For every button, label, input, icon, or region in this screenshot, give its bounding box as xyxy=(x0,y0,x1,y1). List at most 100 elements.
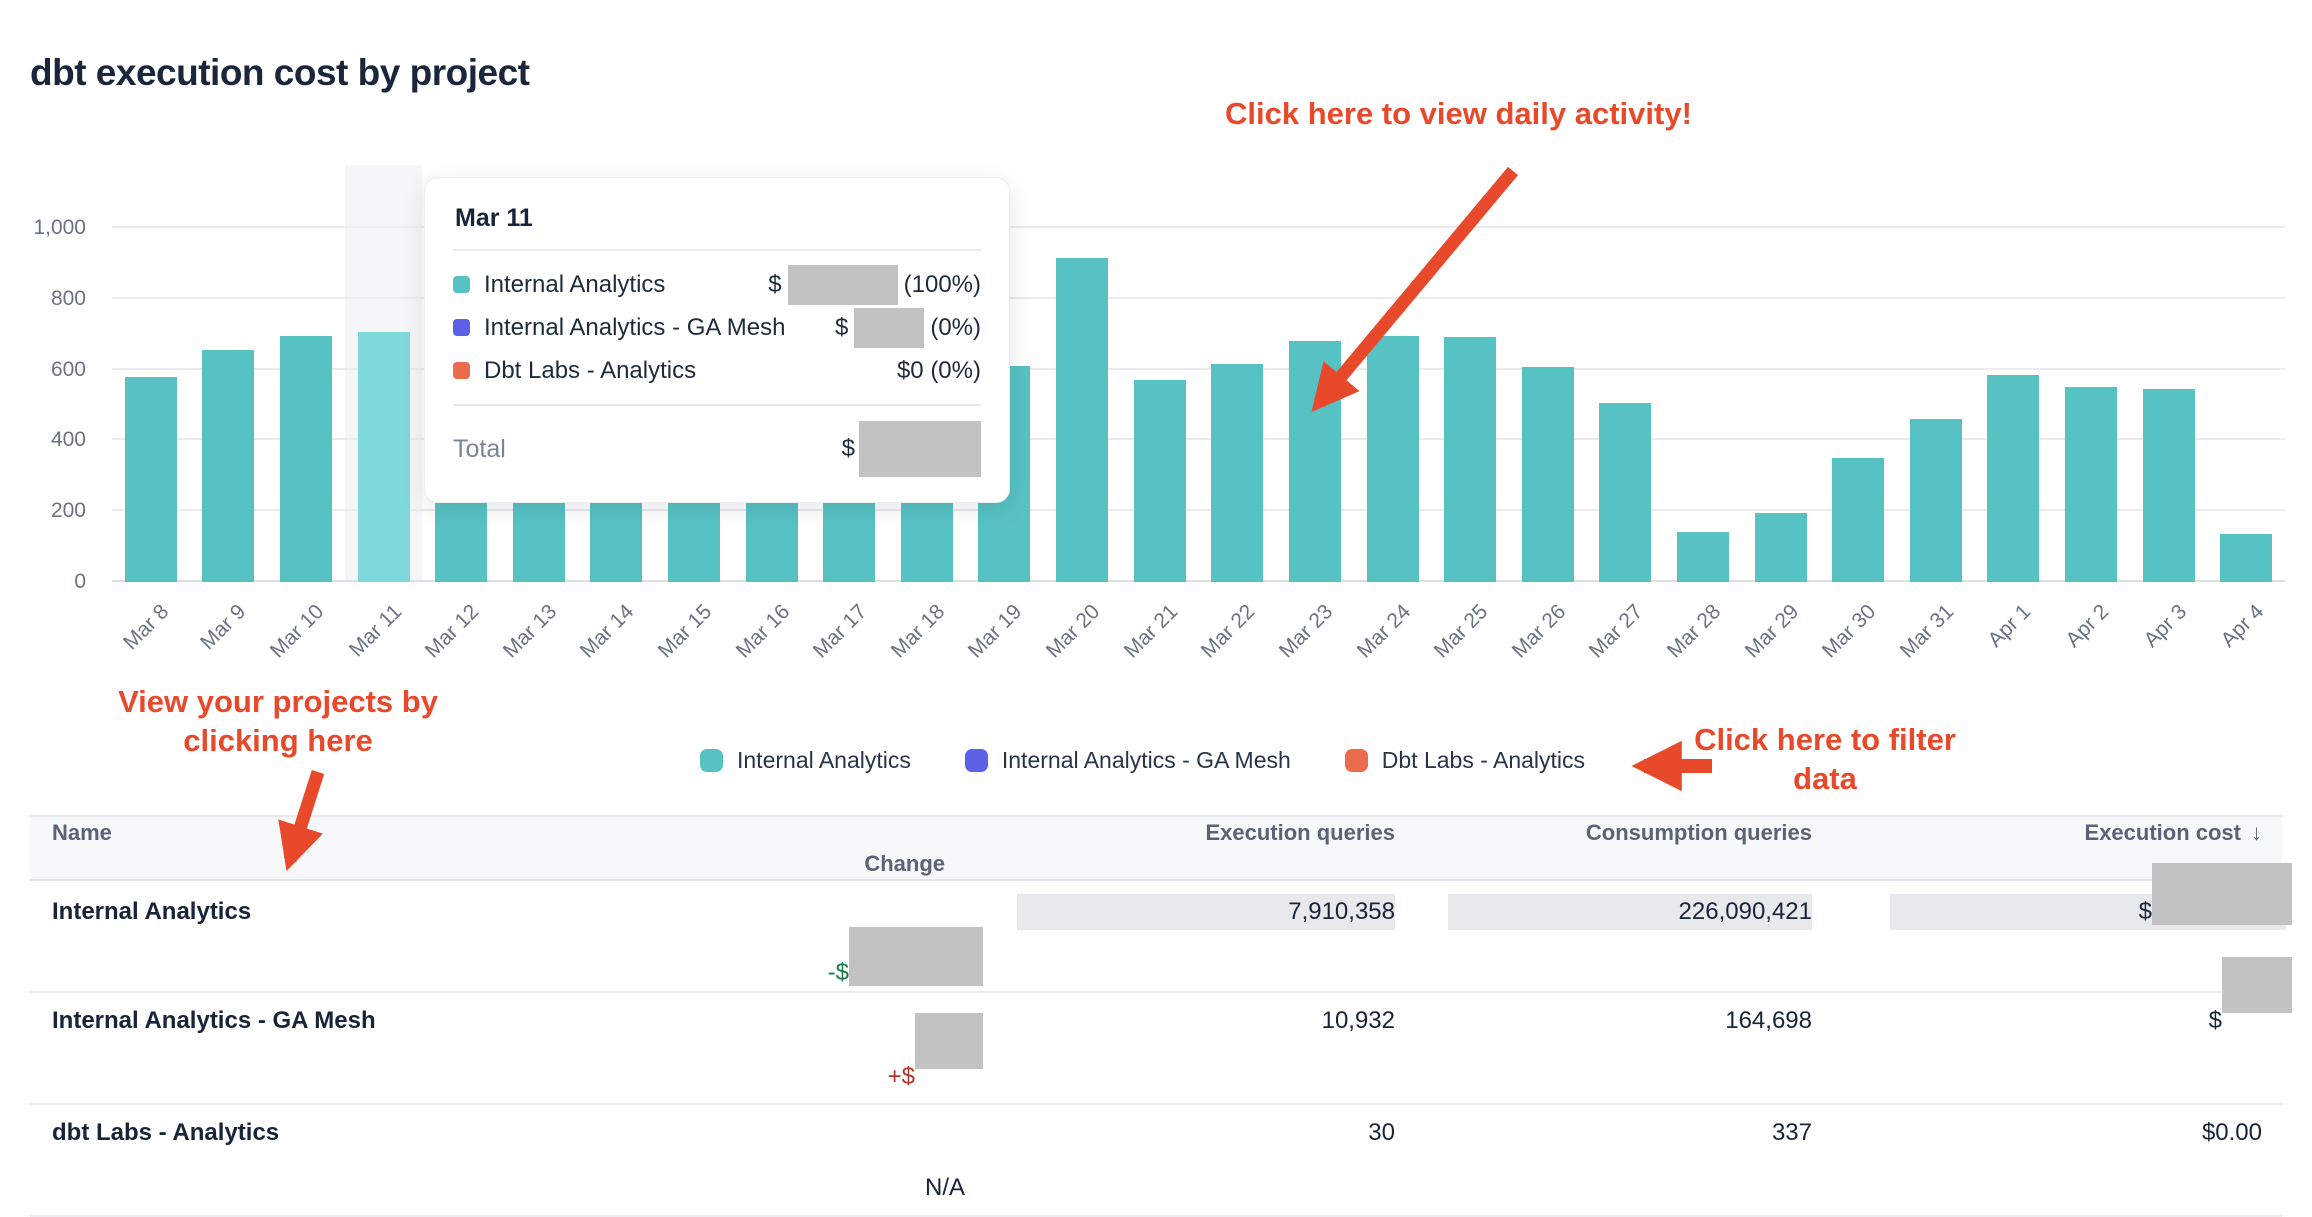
bar-mar-27[interactable] xyxy=(1599,403,1652,582)
consumption-queries-cell: 164,698 xyxy=(1725,1007,1812,1034)
table-row[interactable]: Internal Analytics - GA Mesh 10,932 164,… xyxy=(30,957,2292,1105)
bar-mar-29[interactable] xyxy=(1754,512,1807,582)
legend-label: Internal Analytics xyxy=(737,747,911,773)
execution-queries-cell: 7,910,358 xyxy=(965,881,1395,943)
legend-item-internal-analytics[interactable]: Internal Analytics xyxy=(700,747,911,774)
tooltip-series-name: Internal Analytics xyxy=(484,270,666,298)
execution-cost-cell: $ xyxy=(1812,863,2292,943)
execution-cost-cell: $ xyxy=(1812,957,2292,1049)
bar-mar-26[interactable] xyxy=(1521,367,1574,582)
bar-mar-20[interactable] xyxy=(1056,258,1109,582)
legend-swatch-orange-icon xyxy=(1344,749,1368,772)
legend-swatch-teal-icon xyxy=(700,749,723,772)
tooltip-total-prefix: $ xyxy=(841,435,855,462)
chart-y-axis: 1,000 800 600 400 200 0 xyxy=(0,165,98,593)
bar-mar-8[interactable] xyxy=(124,376,177,582)
sort-descending-icon: ↓ xyxy=(2251,819,2262,845)
series-swatch-orange-icon xyxy=(453,362,470,379)
bar-mar-11[interactable] xyxy=(357,332,410,582)
legend-label: Dbt Labs - Analytics xyxy=(1381,747,1586,773)
series-swatch-teal-icon xyxy=(453,276,470,293)
page-title: dbt execution cost by project xyxy=(30,52,530,93)
tooltip-value-suffix: (100%) xyxy=(903,270,981,298)
tooltip-value: $0 (0%) xyxy=(896,356,981,384)
change-prefix: -$ xyxy=(827,958,849,986)
bar-apr-4[interactable] xyxy=(2220,534,2273,582)
annotation-line: View your projects by xyxy=(118,684,438,719)
chart-plot xyxy=(112,165,2285,582)
project-name-cell[interactable]: dbt Labs - Analytics xyxy=(52,1118,280,1146)
y-axis-tick-label: 800 xyxy=(50,286,86,310)
table-row[interactable]: Internal Analytics 7,910,358 226,090,421… xyxy=(30,863,2292,993)
column-header-change[interactable]: Change xyxy=(864,850,945,876)
table-row[interactable]: dbt Labs - Analytics 30 337 $0.00 N/A xyxy=(30,1105,2282,1217)
change-cell: +$ xyxy=(30,1013,983,1105)
tooltip-row: Internal Analytics $ (100%) xyxy=(453,263,981,306)
consumption-queries-cell: 337 xyxy=(1771,1118,1812,1146)
chart-legend: Internal Analytics Internal Analytics - … xyxy=(700,747,1585,774)
redacted-value xyxy=(787,264,898,305)
project-name-cell[interactable]: Internal Analytics - GA Mesh xyxy=(52,1007,376,1034)
y-axis-tick-label: 600 xyxy=(50,357,86,381)
tooltip-series-name: Dbt Labs - Analytics xyxy=(484,356,697,384)
execution-queries-cell: 30 xyxy=(1368,1118,1395,1146)
y-axis-tick-label: 1,000 xyxy=(33,216,86,239)
y-axis-tick-label: 0 xyxy=(74,570,86,593)
redacted-value xyxy=(849,927,983,986)
gridline xyxy=(112,296,2285,299)
bar-mar-28[interactable] xyxy=(1676,532,1729,582)
bar-mar-10[interactable] xyxy=(280,335,333,582)
gridline xyxy=(112,438,2285,441)
execution-cost-cell: $0.00 xyxy=(2201,1118,2262,1146)
column-header-execution-cost[interactable]: Execution cost ↓ xyxy=(2084,819,2262,845)
redacted-value xyxy=(915,1013,983,1069)
redacted-total-value xyxy=(859,421,981,477)
column-header-execution-queries[interactable]: Execution queries xyxy=(1205,819,1395,845)
chart-tooltip: Mar 11 Internal Analytics $ (100%) Intern… xyxy=(424,177,1010,503)
cell-highlight xyxy=(1017,894,1395,930)
legend-swatch-purple-icon xyxy=(964,749,988,772)
tooltip-value-prefix: $ xyxy=(834,313,849,341)
bar-mar-24[interactable] xyxy=(1366,335,1419,582)
bar-mar-31[interactable] xyxy=(1909,419,1962,582)
project-name-cell[interactable]: Internal Analytics xyxy=(52,898,252,925)
change-cell: -$ xyxy=(30,927,983,1002)
annotation-line: data xyxy=(1793,761,1857,796)
y-axis-tick-label: 400 xyxy=(50,428,86,452)
projects-table: Name Execution queries Consumption queri… xyxy=(30,815,2292,1217)
consumption-queries-cell: 226,090,421 xyxy=(1395,881,1812,943)
legend-label: Internal Analytics - GA Mesh xyxy=(1001,747,1291,773)
bar-mar-22[interactable] xyxy=(1211,364,1264,582)
execution-queries-cell: 10,932 xyxy=(1321,1007,1395,1034)
legend-item-dbt-labs-analytics[interactable]: Dbt Labs - Analytics xyxy=(1344,747,1586,774)
change-prefix: +$ xyxy=(887,1063,915,1090)
bar-mar-25[interactable] xyxy=(1444,337,1497,582)
bar-apr-1[interactable] xyxy=(1987,374,2040,582)
redacted-value xyxy=(854,307,925,348)
tooltip-total-label: Total xyxy=(453,434,506,463)
column-header-name[interactable]: Name xyxy=(52,819,112,845)
gridline xyxy=(112,509,2285,512)
tooltip-divider xyxy=(453,249,981,251)
tooltip-row: Dbt Labs - Analytics $0 (0%) xyxy=(453,349,981,392)
column-header-consumption-queries[interactable]: Consumption queries xyxy=(1585,819,1812,845)
gridline xyxy=(112,580,2285,582)
bar-mar-23[interactable] xyxy=(1288,341,1341,582)
redacted-value xyxy=(2152,863,2292,925)
annotation-line: Click here to filter xyxy=(1694,722,1956,757)
tooltip-divider xyxy=(453,404,981,406)
cell-highlight xyxy=(1448,894,1812,930)
chart-x-axis: Mar 8 Mar 9 Mar 10 Mar 11 Mar 12 Mar 13 Mar 14… xyxy=(112,582,2285,682)
bar-mar-21[interactable] xyxy=(1133,380,1186,582)
annotation-daily-activity: Click here to view daily activity! xyxy=(1225,96,1692,131)
bar-mar-30[interactable] xyxy=(1832,458,1885,582)
bar-apr-3[interactable] xyxy=(2142,389,2195,582)
legend-item-internal-analytics-ga-mesh[interactable]: Internal Analytics - GA Mesh xyxy=(964,747,1291,774)
bar-mar-9[interactable] xyxy=(202,350,255,582)
tooltip-series-name: Internal Analytics - GA Mesh xyxy=(484,313,786,341)
gridline xyxy=(112,226,2285,228)
series-swatch-purple-icon xyxy=(453,319,470,336)
redacted-value xyxy=(2222,957,2292,1013)
bar-apr-2[interactable] xyxy=(2064,387,2117,582)
change-cell: N/A xyxy=(924,1173,965,1201)
